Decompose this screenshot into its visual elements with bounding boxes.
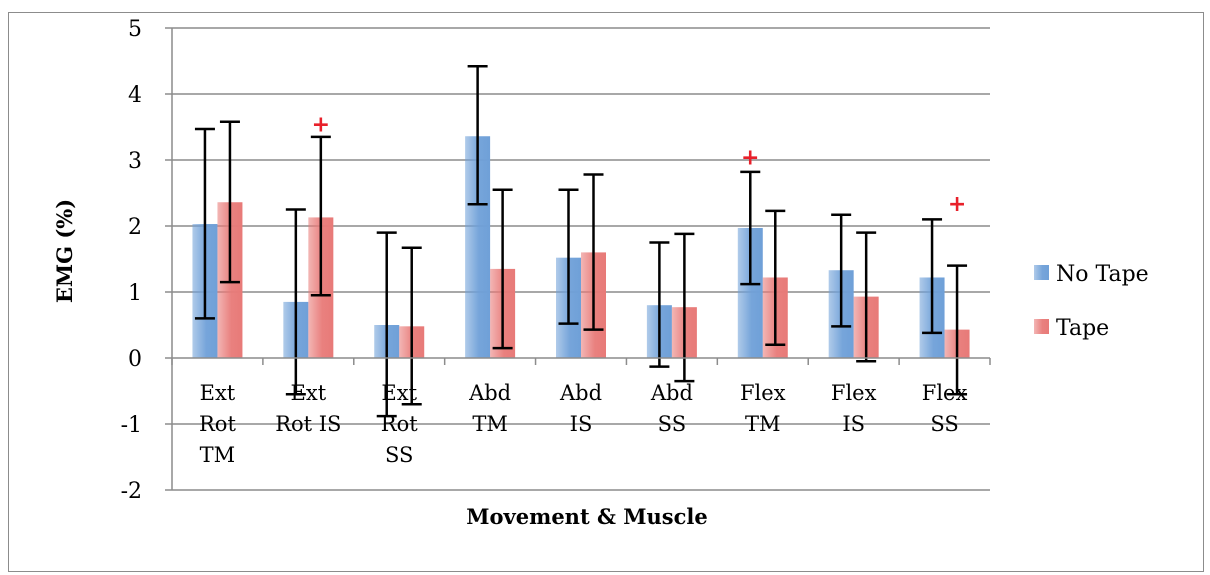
x-tick-label-line: Flex <box>831 381 877 405</box>
x-tick-label-line: Ext <box>200 381 236 405</box>
y-tick-label: 3 <box>128 149 142 174</box>
x-tick-label: Ext Rot SS <box>381 381 418 467</box>
x-tick-label-line: Abd <box>468 381 511 405</box>
x-tick-label-line: SS <box>658 412 686 436</box>
x-tick-label-line: TM <box>200 443 236 467</box>
x-tick-label: Abd TM <box>468 381 511 436</box>
x-tick-label-line: Flex <box>922 381 968 405</box>
x-tick-label: Abd SS <box>650 381 693 436</box>
x-axis-title: Movement & Muscle <box>466 504 707 529</box>
significance-marker: + <box>741 146 759 171</box>
gridlines <box>172 27 990 491</box>
x-tick-label-line: TM <box>472 412 508 436</box>
x-tick-label: Flex TM <box>740 381 786 436</box>
y-tick-label: -2 <box>121 479 142 504</box>
legend-label: No Tape <box>1056 262 1149 287</box>
significance-marker: + <box>948 192 966 217</box>
x-tick-label-line: Ext <box>291 381 327 405</box>
x-tick-label: Ext Rot IS <box>275 381 341 436</box>
x-tick-label-line: SS <box>385 443 413 467</box>
x-tick-label-line: Ext <box>381 381 417 405</box>
y-tick-label: 5 <box>128 17 142 42</box>
x-tick-label: Ext Rot TM <box>199 381 236 467</box>
x-tick-label: Flex IS <box>831 381 877 436</box>
significance-marker: + <box>312 113 330 138</box>
legend-swatch <box>1034 319 1049 334</box>
x-tick-label-line: IS <box>570 412 593 436</box>
bars <box>192 65 970 418</box>
x-tick-label-line: Rot <box>381 412 418 436</box>
legend-swatch <box>1034 265 1049 280</box>
y-tick-label: 0 <box>128 347 142 372</box>
x-tick-label-line: Flex <box>740 381 786 405</box>
labels: -2 -1 0 1 2 3 4 5 Ext Rot TM Ext Rot IS Ext Rot SS Abd TM… <box>52 17 967 529</box>
y-tick-label: 1 <box>128 281 142 306</box>
x-tick-label: Abd IS <box>559 381 602 436</box>
x-tick-label-line: Rot <box>199 412 236 436</box>
y-axis-title: EMG (%) <box>52 199 77 303</box>
legend: No Tape Tape <box>1034 262 1149 341</box>
x-tick-label-line: Abd <box>650 381 693 405</box>
axes <box>165 27 991 491</box>
x-tick-label-line: Rot IS <box>275 412 341 436</box>
y-tick-label: -1 <box>121 413 142 438</box>
x-tick-label: Flex SS <box>922 381 968 436</box>
x-tick-label-line: IS <box>842 412 865 436</box>
x-tick-label-line: Abd <box>559 381 602 405</box>
legend-label: Tape <box>1056 316 1109 341</box>
x-tick-label-line: TM <box>745 412 781 436</box>
y-tick-label: 4 <box>128 83 142 108</box>
x-tick-label-line: SS <box>930 412 958 436</box>
y-tick-label: 2 <box>128 215 142 240</box>
